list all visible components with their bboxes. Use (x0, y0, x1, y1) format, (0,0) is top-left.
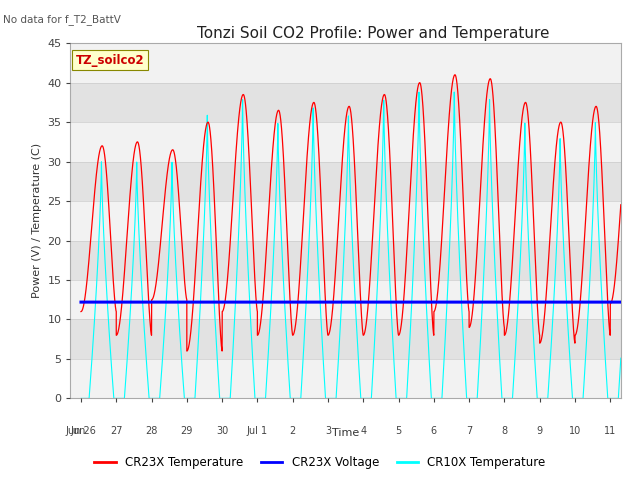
Bar (70, 83, 621, 122)
Text: 10: 10 (569, 426, 581, 436)
Bar (70, 201, 621, 240)
Text: 5: 5 (396, 426, 402, 436)
Bar (70, 43, 621, 83)
Text: No data for f_T2_BattV: No data for f_T2_BattV (3, 14, 121, 25)
Y-axis label: Power (V) / Temperature (C): Power (V) / Temperature (C) (32, 143, 42, 299)
Text: 29: 29 (180, 426, 193, 436)
Text: 28: 28 (145, 426, 157, 436)
Text: 8: 8 (501, 426, 508, 436)
Text: TZ_soilco2: TZ_soilco2 (76, 54, 145, 67)
Text: Jun: Jun (70, 426, 86, 436)
Text: 6: 6 (431, 426, 437, 436)
Bar (70, 359, 621, 398)
Title: Tonzi Soil CO2 Profile: Power and Temperature: Tonzi Soil CO2 Profile: Power and Temper… (197, 25, 549, 41)
Text: 7: 7 (466, 426, 472, 436)
Text: 9: 9 (536, 426, 543, 436)
Bar (70, 320, 621, 359)
Bar (70, 122, 621, 162)
Bar (70, 280, 621, 320)
Text: 27: 27 (110, 426, 122, 436)
Legend: CR23X Temperature, CR23X Voltage, CR10X Temperature: CR23X Temperature, CR23X Voltage, CR10X … (90, 452, 550, 474)
X-axis label: Time: Time (332, 428, 359, 438)
Text: Jun 26: Jun 26 (65, 426, 97, 436)
Text: Jul 1: Jul 1 (247, 426, 268, 436)
Bar (70, 240, 621, 280)
Text: 2: 2 (289, 426, 296, 436)
Text: 11: 11 (604, 426, 616, 436)
Text: 3: 3 (325, 426, 331, 436)
Text: 30: 30 (216, 426, 228, 436)
Bar (70, 162, 621, 201)
Text: 4: 4 (360, 426, 366, 436)
